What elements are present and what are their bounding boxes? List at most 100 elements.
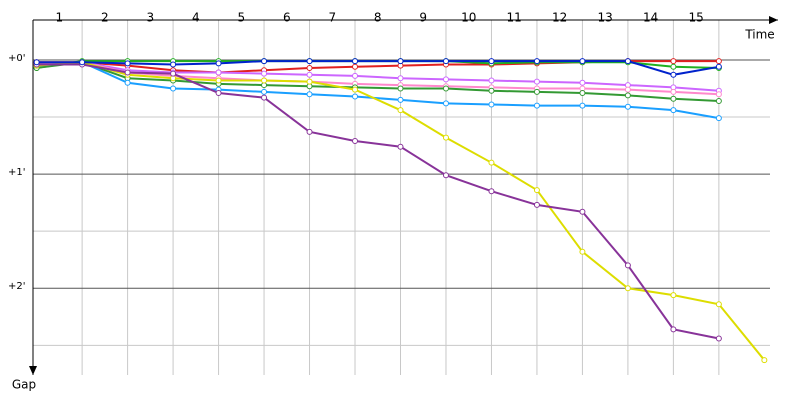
series-line [36, 61, 720, 120]
data-point [624, 92, 631, 99]
x-tick-label: 9 [419, 11, 427, 25]
data-point [215, 77, 222, 84]
data-point [215, 60, 222, 67]
data-point [397, 58, 404, 65]
data-point [352, 137, 359, 144]
data-point [442, 100, 449, 107]
data-point [488, 188, 495, 195]
data-point [761, 357, 768, 364]
data-point [533, 78, 540, 85]
x-tick-label: 1 [56, 11, 64, 25]
y-tick-label: +1' [8, 167, 26, 178]
data-point [624, 103, 631, 110]
data-point [579, 79, 586, 86]
data-point [215, 69, 222, 76]
data-point [170, 61, 177, 68]
data-point [261, 94, 268, 101]
data-point [261, 88, 268, 95]
data-point [306, 91, 313, 98]
data-point [488, 58, 495, 65]
data-point [670, 88, 677, 95]
data-point [488, 77, 495, 84]
data-point [715, 335, 722, 342]
data-point [306, 64, 313, 71]
data-point [397, 143, 404, 150]
data-point [170, 85, 177, 92]
data-point [442, 58, 449, 65]
x-tick-label: 10 [461, 11, 476, 25]
x-tick-label: 13 [598, 11, 613, 25]
data-point [670, 292, 677, 299]
data-point [33, 59, 40, 66]
data-point [397, 107, 404, 114]
x-tick-label: 6 [283, 11, 291, 25]
x-tick-label: 5 [237, 11, 245, 25]
data-point [352, 86, 359, 93]
x-tick-label: 3 [147, 11, 155, 25]
x-tick-label: 11 [507, 11, 522, 25]
data-point [124, 79, 131, 86]
data-point [533, 88, 540, 95]
data-point [442, 172, 449, 179]
data-point [715, 301, 722, 308]
data-point [624, 58, 631, 65]
data-point [579, 90, 586, 97]
data-point [533, 102, 540, 109]
data-point [352, 63, 359, 70]
data-point [579, 248, 586, 255]
data-point [670, 63, 677, 70]
series-line [36, 61, 719, 92]
y-axis-arrow [29, 366, 37, 375]
data-point [715, 58, 722, 65]
data-point [715, 98, 722, 105]
data-point [533, 58, 540, 65]
data-point [715, 63, 722, 70]
data-point [215, 90, 222, 97]
x-tick-label: 8 [374, 11, 382, 25]
data-point [624, 86, 631, 93]
data-point [261, 58, 268, 65]
data-point [397, 75, 404, 82]
data-point [306, 78, 313, 85]
data-point [533, 187, 540, 194]
data-point [624, 285, 631, 292]
data-point [488, 87, 495, 94]
data-point [670, 107, 677, 114]
series-line [36, 61, 719, 96]
data-point [670, 326, 677, 333]
series-line [36, 61, 719, 103]
data-point [397, 96, 404, 103]
data-point [306, 71, 313, 78]
y-tick-label: +2' [8, 281, 26, 292]
x-tick-label: 12 [552, 11, 567, 25]
data-point [397, 85, 404, 92]
data-point [715, 115, 722, 122]
data-point [715, 91, 722, 98]
y-axis-label: Gap [12, 378, 36, 392]
data-point [261, 77, 268, 84]
series-line [36, 63, 720, 340]
data-point [124, 60, 131, 67]
x-axis-label: Time [744, 28, 774, 42]
x-tick-label: 14 [643, 11, 658, 25]
data-point [579, 208, 586, 215]
data-point [442, 85, 449, 92]
x-tick-label: 15 [688, 11, 703, 25]
y-tick-label: +0' [8, 53, 26, 64]
data-point [352, 93, 359, 100]
data-point [488, 101, 495, 108]
x-tick-label: 4 [192, 11, 200, 25]
x-tick-label: 2 [101, 11, 109, 25]
data-point [579, 102, 586, 109]
x-axis-arrow [769, 16, 778, 24]
data-point [306, 128, 313, 135]
series-line [36, 60, 720, 76]
data-point [352, 58, 359, 65]
data-point [533, 201, 540, 208]
data-point [306, 58, 313, 65]
data-point [442, 76, 449, 83]
data-point [79, 59, 86, 66]
data-point [442, 134, 449, 141]
data-point [261, 70, 268, 77]
